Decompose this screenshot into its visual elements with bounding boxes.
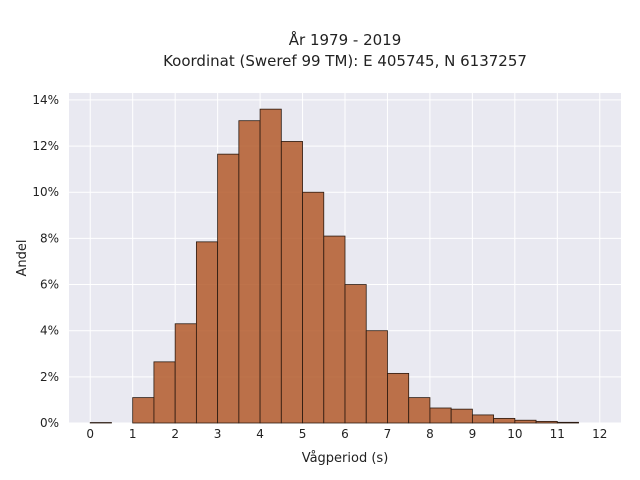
x-tick-label: 1 xyxy=(129,427,137,441)
x-axis-label: Vågperiod (s) xyxy=(302,451,389,466)
histogram-bar xyxy=(514,419,537,424)
histogram-bar xyxy=(365,330,388,424)
histogram-bar xyxy=(323,235,346,424)
x-tick-label: 4 xyxy=(256,427,264,441)
histogram-bar xyxy=(302,191,325,424)
histogram-bar xyxy=(174,323,197,424)
x-tick-label: 12 xyxy=(592,427,607,441)
x-tick-label: 3 xyxy=(214,427,222,441)
y-tick-label: 8% xyxy=(40,231,59,245)
histogram-bar xyxy=(471,414,495,424)
y-tick-label: 14% xyxy=(32,93,59,107)
x-tick-label: 2 xyxy=(171,427,179,441)
y-tick-label: 4% xyxy=(40,324,59,338)
x-tick-label: 8 xyxy=(426,427,434,441)
y-tick-label: 10% xyxy=(32,185,59,199)
x-tick-label: 9 xyxy=(469,427,477,441)
histogram-bar xyxy=(153,361,176,424)
chart-subtitle: Koordinat (Sweref 99 TM): E 405745, N 61… xyxy=(163,52,527,70)
histogram-bar xyxy=(132,397,155,424)
histogram-bar xyxy=(344,284,367,424)
x-tick-label: 6 xyxy=(341,427,349,441)
histogram-bar xyxy=(408,397,431,424)
bars-group xyxy=(89,108,579,424)
y-tick-labels: 0% 2% 4% 6% 8% 10% 12% 14% xyxy=(32,93,59,430)
x-tick-label: 5 xyxy=(299,427,307,441)
y-tick-label: 2% xyxy=(40,370,59,384)
x-tick-label: 10 xyxy=(507,427,522,441)
x-tick-label: 7 xyxy=(384,427,392,441)
histogram-bar xyxy=(217,153,240,424)
chart-title: År 1979 - 2019 xyxy=(289,30,402,49)
y-axis-label: Andel xyxy=(15,240,30,277)
histogram-bar xyxy=(259,108,282,424)
x-tick-label: 11 xyxy=(550,427,565,441)
histogram-bar xyxy=(429,407,452,424)
histogram-bar xyxy=(238,120,261,424)
x-tick-labels: 0 1 2 3 4 5 6 7 8 9 10 11 12 xyxy=(86,427,607,441)
histogram-bar xyxy=(280,141,303,424)
x-tick-label: 0 xyxy=(86,427,94,441)
y-tick-label: 12% xyxy=(32,139,59,153)
y-tick-label: 6% xyxy=(40,278,59,292)
histogram-bar xyxy=(556,421,579,424)
histogram-bar xyxy=(493,417,516,424)
y-tick-label: 0% xyxy=(40,416,59,430)
histogram-bar xyxy=(535,420,558,424)
histogram-bar xyxy=(387,372,410,424)
histogram-bar xyxy=(450,408,473,424)
histogram-bar xyxy=(195,241,219,424)
